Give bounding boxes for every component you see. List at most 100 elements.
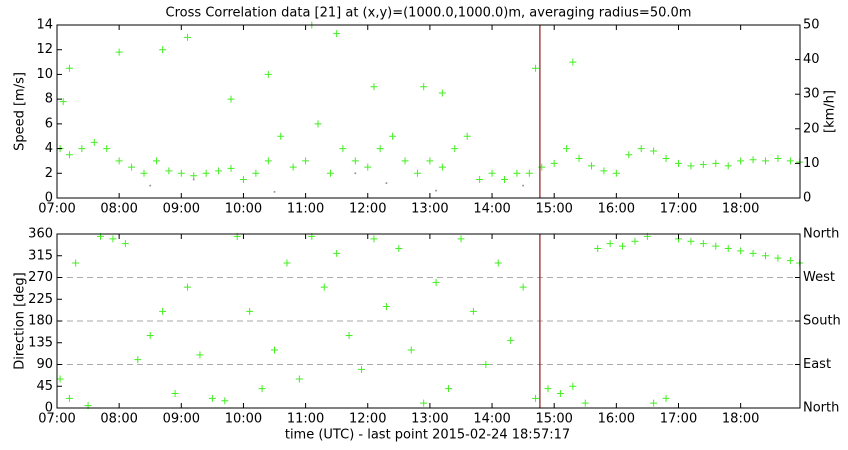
point	[650, 399, 658, 407]
y-axis-label: Direction [deg]	[13, 272, 28, 370]
point	[165, 167, 173, 175]
point	[631, 237, 639, 245]
y-tick-label: 10	[36, 67, 53, 82]
point	[354, 172, 357, 175]
y-axis-label: Speed [m/s]	[13, 72, 28, 151]
point	[619, 242, 627, 250]
y2-tick-label: East	[803, 357, 831, 372]
point	[190, 172, 198, 180]
x-tick-label: 17:00	[660, 412, 697, 427]
point	[413, 169, 421, 177]
point	[370, 83, 378, 91]
y2-tick-label: North	[803, 401, 839, 416]
x-tick-label: 13:00	[411, 202, 448, 217]
y2-tick-label: 40	[803, 52, 820, 67]
point	[544, 385, 552, 393]
point	[482, 361, 490, 368]
point	[401, 157, 409, 165]
point	[295, 375, 303, 383]
x-tick-label: 07:00	[38, 202, 75, 217]
point	[426, 157, 434, 165]
point	[364, 163, 372, 171]
point	[532, 394, 540, 402]
y2-tick-label: 30	[803, 87, 820, 102]
point	[532, 64, 540, 72]
point	[264, 157, 272, 165]
x-tick-label: 15:00	[535, 412, 572, 427]
point	[252, 169, 260, 177]
point	[258, 385, 266, 393]
point	[302, 157, 310, 165]
point	[283, 259, 291, 267]
point	[333, 30, 341, 38]
x-axis-label: time (UTC) - last point 2015-02-24 18:57…	[285, 428, 570, 443]
x-tick-label: 11:00	[287, 412, 324, 427]
x-tick-label: 15:00	[535, 202, 572, 217]
point	[370, 235, 378, 243]
point	[385, 182, 388, 185]
point	[762, 252, 770, 260]
point	[712, 242, 720, 250]
point	[575, 154, 583, 162]
point	[78, 145, 86, 153]
y-tick-label: 0	[45, 191, 53, 206]
y-tick-label: 135	[28, 335, 53, 350]
chart-title: Cross Correlation data [21] at (x,y)=(10…	[166, 6, 692, 21]
point	[507, 336, 515, 344]
point	[637, 145, 645, 153]
point	[522, 184, 525, 187]
point	[382, 303, 390, 310]
point	[56, 375, 64, 383]
point	[469, 307, 477, 315]
point	[749, 156, 757, 164]
point	[687, 237, 695, 245]
y-tick-label: 8	[45, 92, 53, 107]
y-tick-label: 14	[36, 18, 53, 33]
y-tick-label: 225	[28, 292, 53, 307]
point	[395, 245, 403, 252]
y-tick-label: 4	[45, 141, 53, 156]
point	[277, 132, 285, 140]
point	[457, 235, 465, 243]
point	[569, 58, 577, 66]
point	[273, 190, 276, 193]
y-tick-label: 90	[36, 357, 53, 372]
y-tick-label: 0	[45, 401, 53, 416]
x-tick-label: 09:00	[163, 202, 200, 217]
x-tick-label: 18:00	[722, 202, 759, 217]
point	[594, 245, 602, 252]
point	[389, 132, 397, 140]
point	[192, 178, 195, 181]
point	[476, 175, 484, 183]
point	[519, 283, 527, 291]
plot-frame	[56, 24, 801, 199]
point	[358, 365, 366, 373]
point	[159, 307, 167, 315]
y-tick-label: 12	[36, 42, 53, 57]
point	[786, 157, 794, 165]
point	[115, 48, 123, 56]
point	[650, 147, 658, 155]
point	[140, 169, 148, 177]
point	[121, 240, 129, 248]
point	[451, 145, 459, 153]
point	[762, 157, 770, 165]
point	[581, 399, 589, 407]
point	[215, 167, 223, 175]
point	[59, 98, 67, 106]
point	[445, 385, 453, 393]
point	[128, 163, 136, 171]
point	[72, 259, 80, 267]
point	[438, 163, 446, 171]
point	[115, 157, 123, 165]
y2-tick-label: West	[803, 270, 835, 285]
x-tick-label: 12:00	[349, 202, 386, 217]
point	[737, 157, 745, 165]
point	[159, 46, 167, 54]
point	[65, 151, 73, 159]
point	[587, 162, 595, 170]
point	[184, 33, 192, 41]
x-tick-label: 08:00	[100, 202, 137, 217]
